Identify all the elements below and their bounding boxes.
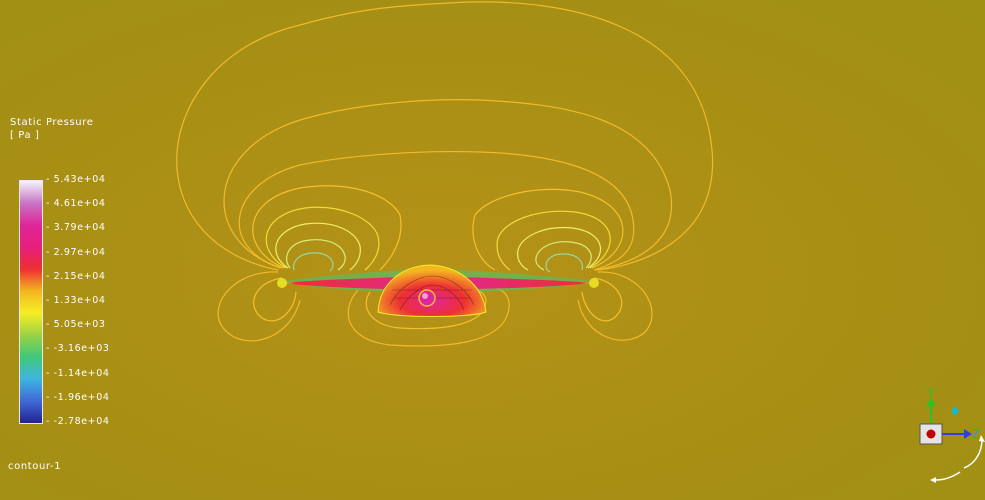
legend-tick-label: - 2.15e+04 [46, 270, 106, 282]
legend-tick-label: - 1.33e+04 [46, 295, 106, 306]
y-axis-label: Y [926, 386, 935, 400]
legend-tick-label: - 5.43e+04 [46, 174, 106, 185]
legend-tick-label: - -2.78e+04 [46, 416, 110, 427]
contour-line-lower-left-inner [253, 277, 297, 322]
x-axis-point-icon [951, 407, 959, 415]
rotate-arc-arrowhead [979, 435, 985, 442]
contour-line-4-right [472, 188, 624, 271]
triad-center-dot [926, 429, 936, 439]
contour-lines-lower [217, 271, 653, 347]
contour-lines-upper [176, 1, 714, 273]
legend-tick-label: - -3.16e+03 [46, 343, 110, 355]
y-axis-arrowhead [926, 398, 936, 406]
contour-line-5-left [265, 206, 380, 271]
contour-line-lower-right-outer [577, 271, 653, 341]
contour-line-7-left [286, 239, 346, 271]
contour-line-lower-right-inner [581, 277, 623, 322]
wing-surface [276, 264, 600, 317]
nose-highlight [422, 293, 428, 299]
legend-tick-label: - 5.05e+03 [46, 319, 106, 331]
fuselage-mesh [389, 275, 475, 311]
rotate-arc-lower-icon [935, 471, 961, 481]
contour-line-6-right [517, 226, 602, 271]
rotate-arc-lower-arrowhead [930, 477, 936, 483]
contour-line-6-left [275, 222, 361, 271]
contour-line-outer [176, 1, 714, 271]
contour-line-lower-left-outer [217, 271, 301, 342]
contour-line-3 [238, 150, 635, 271]
axis-triad[interactable]: Y Z [902, 384, 985, 490]
contour-line-2 [223, 99, 673, 271]
z-axis-arrowhead [964, 429, 972, 439]
legend-tick-label: - 3.79e+04 [46, 222, 106, 234]
legend-tick-label: - -1.96e+04 [46, 391, 110, 403]
legend-tick-label: - 4.61e+04 [46, 198, 106, 210]
color-bar [19, 180, 43, 424]
contour-name-label: contour-1 [8, 461, 62, 472]
legend-tick-label: - 2.97e+04 [46, 246, 106, 258]
legend-title-quantity: Static Pressure [10, 117, 94, 128]
legend-title: Static Pressure [ Pa ] [10, 116, 93, 142]
z-axis-label: Z [972, 427, 980, 441]
tip-right [589, 278, 599, 288]
contour-line-7-right [535, 241, 592, 271]
tip-left [277, 278, 287, 288]
contour-line-lower-center-inner [365, 290, 487, 330]
rotate-arc-icon [963, 438, 983, 469]
contour-line-5-right [496, 210, 611, 271]
fuselage-dome [377, 264, 487, 317]
legend-title-unit: [ Pa ] [10, 130, 40, 141]
contour-line-4-left [252, 185, 402, 271]
legend-tick-label: - -1.14e+04 [46, 367, 110, 379]
contour-line-lower-center-outer [347, 287, 510, 347]
contour-line-8-left [293, 252, 334, 272]
contour-line-8-right [545, 253, 583, 273]
